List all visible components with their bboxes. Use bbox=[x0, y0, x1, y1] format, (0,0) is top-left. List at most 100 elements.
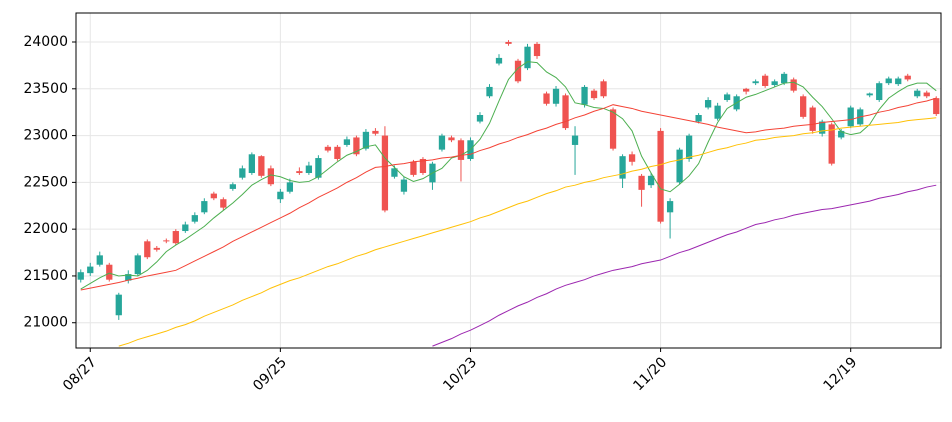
candle-body bbox=[486, 86, 493, 97]
candle-body bbox=[695, 114, 702, 122]
y-tick-label: 22000 bbox=[23, 221, 68, 237]
x-tick-label: 10/23 bbox=[440, 354, 480, 394]
candle-body bbox=[562, 95, 569, 129]
candle-body bbox=[96, 255, 103, 265]
candle-body bbox=[505, 42, 512, 44]
moving-average-line bbox=[432, 184, 937, 347]
candle-body bbox=[191, 215, 198, 222]
candle-body bbox=[315, 158, 322, 178]
candle-body bbox=[229, 184, 236, 189]
candle-body bbox=[134, 255, 141, 275]
candle-body bbox=[552, 88, 560, 104]
candle-body bbox=[438, 135, 446, 150]
candle-body bbox=[172, 231, 179, 244]
y-tick-label: 21000 bbox=[23, 315, 68, 331]
candle-body bbox=[752, 81, 759, 84]
candle-body bbox=[581, 86, 588, 105]
candle-body bbox=[590, 90, 598, 99]
candle-body bbox=[125, 274, 132, 281]
candle-body bbox=[267, 168, 274, 185]
plot-frame bbox=[75, 12, 942, 349]
candle-body bbox=[324, 146, 332, 151]
candle-body bbox=[305, 165, 313, 174]
candle-body bbox=[723, 94, 731, 101]
candle-body bbox=[381, 135, 389, 211]
x-tick-label: 11/20 bbox=[630, 354, 670, 394]
candle-body bbox=[362, 131, 370, 149]
candle-body bbox=[353, 137, 360, 155]
candle-body bbox=[847, 107, 854, 127]
x-tick-label: 09/25 bbox=[250, 354, 290, 394]
candle-body bbox=[239, 168, 246, 178]
candle-body bbox=[514, 60, 522, 82]
moving-average-line bbox=[118, 117, 937, 347]
candle-body bbox=[609, 109, 617, 149]
candle-body bbox=[153, 247, 160, 250]
candle-body bbox=[391, 168, 398, 177]
candle-body bbox=[410, 161, 417, 175]
candle-body bbox=[885, 78, 892, 84]
candle-body bbox=[144, 241, 151, 258]
y-tick-label: 23500 bbox=[23, 81, 68, 97]
candle-body bbox=[571, 135, 579, 145]
candle-body bbox=[638, 175, 645, 190]
candle-body bbox=[781, 73, 788, 84]
candle-body bbox=[457, 140, 465, 160]
candle-body bbox=[476, 114, 484, 122]
candle-body bbox=[106, 264, 113, 280]
candle-body bbox=[743, 88, 750, 92]
candle-body bbox=[647, 175, 655, 186]
candle-body bbox=[762, 75, 769, 86]
candle-body bbox=[400, 179, 408, 192]
plot-area bbox=[77, 40, 940, 347]
candle-body bbox=[838, 130, 845, 138]
candle-body bbox=[809, 107, 816, 131]
candle-body bbox=[533, 43, 541, 57]
candle-body bbox=[182, 224, 189, 232]
candle-body bbox=[923, 92, 930, 97]
candle-body bbox=[201, 201, 208, 213]
candle-body bbox=[666, 201, 674, 213]
candle-body bbox=[914, 90, 921, 97]
y-tick-label: 24000 bbox=[23, 34, 68, 50]
candle-body bbox=[771, 81, 778, 86]
candle-body bbox=[714, 105, 721, 119]
candle-body bbox=[286, 182, 294, 192]
candle-body bbox=[866, 93, 873, 96]
candle-body bbox=[543, 93, 550, 104]
candle-body bbox=[77, 272, 84, 280]
grid bbox=[76, 13, 941, 348]
x-tick-label: 08/27 bbox=[60, 354, 100, 394]
candle-body bbox=[372, 130, 379, 134]
candle-body bbox=[704, 100, 712, 108]
candle-body bbox=[210, 193, 217, 199]
candle-body bbox=[220, 199, 227, 208]
candle-body bbox=[248, 154, 255, 174]
axes: 21000 21500 22000 22500 23000 23500 24000 08/27… bbox=[23, 34, 860, 394]
candle-body bbox=[87, 266, 94, 274]
candle-body bbox=[685, 135, 693, 159]
moving-average-line bbox=[80, 61, 937, 290]
candle-body bbox=[115, 294, 122, 316]
candle-body bbox=[876, 83, 883, 101]
candle-body bbox=[933, 98, 940, 115]
candle-body bbox=[524, 46, 531, 69]
candle-body bbox=[657, 130, 664, 222]
candle-body bbox=[819, 121, 826, 134]
candle-body bbox=[495, 57, 503, 64]
candle-body bbox=[277, 191, 284, 200]
candle-body bbox=[296, 171, 303, 174]
candle-body bbox=[828, 124, 835, 164]
candle-body bbox=[163, 240, 170, 242]
y-tick-label: 22500 bbox=[23, 174, 68, 190]
candle-body bbox=[800, 96, 807, 117]
candle-body bbox=[419, 158, 427, 174]
candle-body bbox=[600, 81, 607, 97]
candle-body bbox=[334, 146, 341, 159]
y-tick-label: 21500 bbox=[23, 268, 68, 284]
candle-body bbox=[628, 154, 636, 162]
moving-average-line bbox=[80, 97, 937, 291]
candle-body bbox=[343, 139, 351, 145]
x-tick-label: 12/19 bbox=[821, 354, 861, 394]
